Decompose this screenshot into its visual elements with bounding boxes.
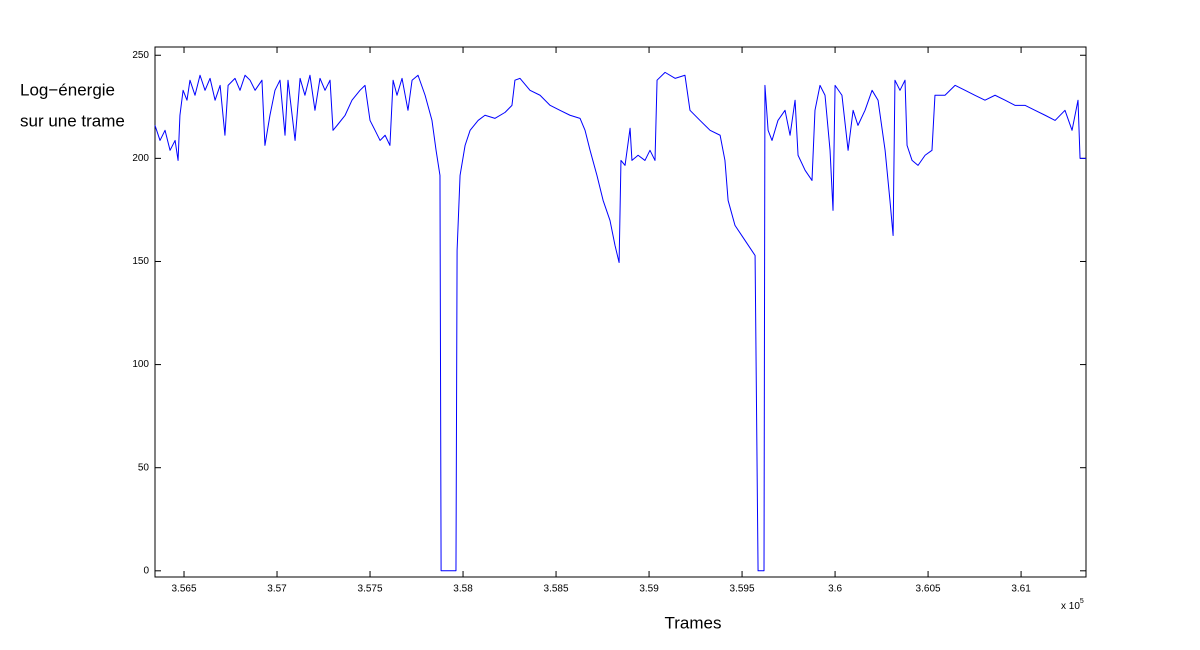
y-tick-label: 50 — [138, 462, 150, 473]
y-tick-label: 0 — [143, 565, 149, 576]
x-tick-label: 3.585 — [544, 584, 569, 595]
x-tick-label: 3.61 — [1011, 584, 1031, 595]
x-tick-label: 3.6 — [828, 584, 842, 595]
x-tick-label: 3.595 — [730, 584, 755, 595]
x-tick-label: 3.605 — [916, 584, 941, 595]
y-tick-label: 200 — [132, 153, 149, 164]
y-axis-label: sur une trame — [20, 111, 125, 130]
x-axis-label: Trames — [665, 613, 722, 632]
x-multiplier-exponent: 5 — [1080, 598, 1084, 605]
x-tick-label: 3.565 — [172, 584, 197, 595]
x-tick-label: 3.58 — [453, 584, 473, 595]
x-multiplier: x 105 — [1061, 598, 1084, 612]
x-tick-label: 3.57 — [267, 584, 287, 595]
y-tick-label: 250 — [132, 50, 149, 61]
y-axis-label: Log−énergie — [20, 80, 115, 99]
plot-frame — [154, 46, 1087, 578]
y-tick-label: 150 — [132, 256, 149, 267]
data-line — [154, 71, 1086, 572]
y-tick-label: 100 — [132, 359, 149, 370]
x-multiplier-base: x 10 — [1061, 601, 1080, 612]
x-tick-label: 3.59 — [639, 584, 659, 595]
x-tick-label: 3.575 — [358, 584, 383, 595]
